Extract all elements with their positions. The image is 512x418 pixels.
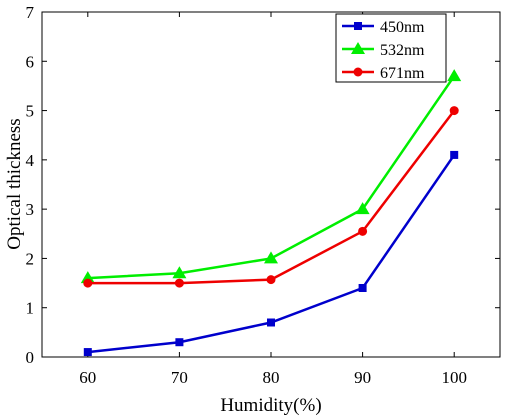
x-tick-label: 90	[354, 368, 371, 387]
data-point-671nm	[266, 275, 276, 285]
y-tick-label: 7	[26, 3, 35, 22]
y-tick-label: 4	[26, 151, 35, 170]
y-tick-label: 6	[26, 52, 35, 71]
y-tick-label: 1	[26, 299, 35, 318]
data-point-532nm	[172, 266, 187, 279]
data-point-532nm	[264, 251, 278, 264]
legend-marker-532nm	[351, 42, 365, 54]
legend-marker-671nm	[353, 67, 363, 77]
x-axis-label: Humidity(%)	[220, 395, 321, 416]
y-tick-label: 3	[26, 200, 35, 219]
legend-label: 671nm	[380, 65, 425, 82]
data-point-450nm	[267, 318, 275, 327]
x-tick-label: 60	[79, 368, 96, 387]
y-axis-label: Optical thickness	[4, 118, 25, 249]
data-point-532nm	[447, 69, 462, 82]
y-tick-label: 2	[26, 249, 35, 268]
data-point-671nm	[83, 278, 93, 288]
data-point-671nm	[449, 106, 459, 116]
data-point-450nm	[83, 348, 92, 357]
x-tick-label: 100	[441, 368, 467, 387]
legend-label: 532nm	[380, 42, 425, 59]
data-point-450nm	[358, 284, 367, 292]
y-tick-label: 0	[26, 348, 35, 367]
axis-ticks: 0 1 2 3 4 5 6 7 60 70 80 90 100	[26, 3, 500, 387]
data-point-671nm	[358, 226, 368, 236]
data-point-450nm	[175, 338, 184, 347]
data-point-532nm	[80, 271, 95, 284]
legend-label: 450nm	[380, 19, 425, 36]
legend: 450nm 532nm 671nm	[335, 13, 447, 83]
x-tick-label: 80	[263, 368, 280, 387]
x-tick-label: 70	[171, 368, 188, 387]
series-layer	[80, 69, 462, 357]
legend-marker-450nm	[354, 22, 362, 30]
data-point-532nm	[355, 202, 370, 215]
data-point-671nm	[174, 278, 184, 288]
data-point-450nm	[450, 150, 459, 159]
y-tick-label: 5	[26, 102, 35, 121]
